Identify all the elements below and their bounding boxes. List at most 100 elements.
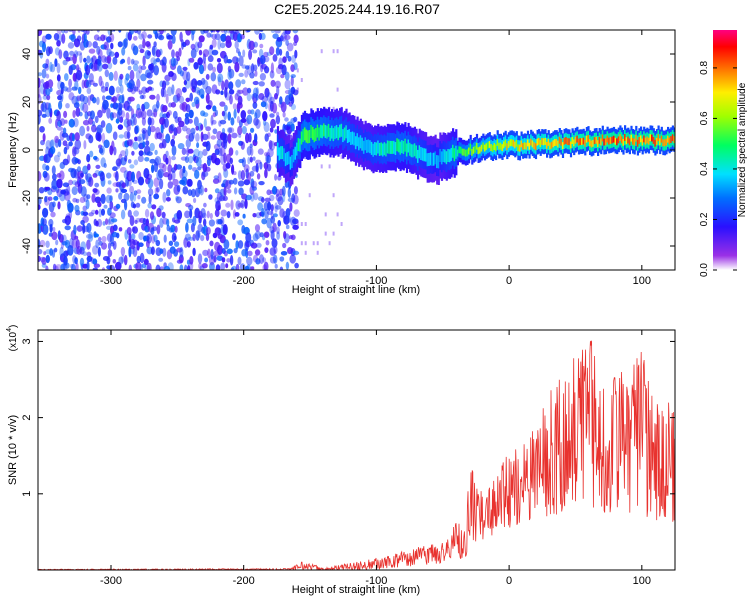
heatmap-cell [201,171,209,177]
heatmap-cell [640,135,643,143]
heatmap-cell [223,110,227,121]
heatmap-cell [63,86,68,92]
heatmap-cell [197,231,201,238]
heatmap-cell [264,87,270,98]
heatmap-cell [155,57,161,63]
heatmap-cell [216,255,224,261]
heatmap-cell [77,159,81,165]
heatmap-cell [235,150,239,156]
heatmap-cell [665,138,668,146]
heatmap-cell [175,164,183,170]
heatmap-cell [291,155,294,168]
heatmap-cell [185,104,191,113]
heatmap-cell [80,241,87,251]
heatmap-cell [112,131,118,140]
heatmap-cell [165,133,171,144]
heatmap-cell [130,58,135,65]
heatmap-cell [153,108,158,118]
heatmap-cell [225,35,232,44]
heatmap-cell [361,137,364,151]
heatmap-cell [220,209,228,217]
heatmap-cell [217,38,221,50]
heatmap-cell [329,127,332,141]
heatmap-cell [285,261,290,270]
heatmap-cell [96,30,100,33]
heatmap-cell [49,146,56,155]
heatmap-cell [147,51,151,56]
heatmap-cell [216,62,223,74]
heatmap-cell [207,55,214,63]
heatmap-cell [146,173,153,180]
heatmap-cell [214,109,218,117]
heatmap-cell [257,202,263,211]
heatmap-cell [282,111,286,118]
heatmap-cell [247,156,251,165]
heatmap-cell [622,138,625,146]
y-tick-label: 2 [21,415,33,421]
heatmap-cell [183,79,188,86]
heatmap-cell [215,89,221,95]
heatmap-cell [146,233,152,244]
heatmap-cell [205,232,210,242]
heatmap-cell [288,87,292,99]
heatmap-cell [42,41,46,53]
heatmap-cell [141,86,148,95]
heatmap-cell [248,49,253,60]
heatmap-cell [304,250,307,255]
heatmap-cell [167,40,173,50]
heatmap-cell [185,222,189,233]
heatmap-cell [284,30,291,35]
heatmap-cell [58,234,64,243]
heatmap-cell [332,231,335,236]
heatmap-cell [223,152,227,164]
heatmap-cell [305,129,308,143]
heatmap-cell [263,51,269,58]
heatmap-cell [226,189,232,194]
heatmap-cell [201,77,206,86]
heatmap-cell [65,144,70,150]
heatmap-cell [290,234,296,241]
heatmap-cell [222,224,228,235]
heatmap-cell [141,196,147,204]
heatmap-cell [273,254,278,264]
heatmap-cell [105,81,109,89]
heatmap-cell [78,111,83,117]
heatmap-cell [125,112,130,121]
heatmap-cell [377,140,380,154]
heatmap-cell [135,125,140,134]
heatmap-cell [509,139,512,147]
heatmap-cell [59,170,65,181]
heatmap-cell [170,123,175,132]
heatmap-cell [608,137,611,145]
heatmap-cell [149,117,155,126]
heatmap-cell [261,218,268,225]
heatmap-cell [485,143,488,151]
heatmap-cell [210,72,217,82]
heatmap-cell [220,42,226,49]
heatmap-cell [285,50,290,59]
heatmap-cell [270,204,274,212]
heatmap-cell [106,187,112,194]
heatmap-cell [584,139,587,147]
heatmap-cell [204,187,208,193]
heatmap-cell [501,144,504,152]
heatmap-cell [201,133,209,141]
heatmap-cell [232,171,237,176]
heatmap-cell [266,154,271,164]
heatmap-cell [518,144,522,152]
heatmap-cell [488,141,491,148]
heatmap-cell [43,251,47,256]
heatmap-cell [581,138,584,146]
heatmap-cell [74,139,82,150]
heatmap-cell [205,166,211,172]
heatmap-cell [250,242,258,249]
heatmap-cell [120,209,126,220]
heatmap-cell [577,138,581,146]
heatmap-cell [97,132,102,142]
heatmap-cell [283,148,286,162]
heatmap-cell [128,246,132,258]
heatmap-cell [221,80,225,91]
heatmap-cell [129,164,135,169]
heatmap-cell [668,137,671,145]
heatmap-cell [119,73,124,80]
